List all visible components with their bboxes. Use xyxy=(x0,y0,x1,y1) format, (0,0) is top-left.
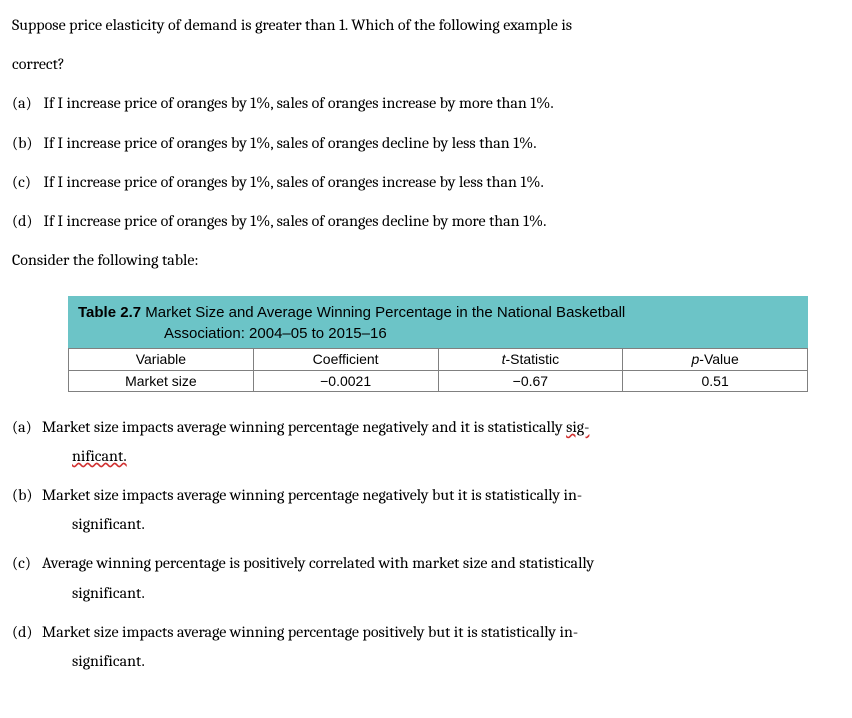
table-row: Market size −0.0021 −0.67 0.51 xyxy=(69,370,808,391)
q2-option-d: (d)Market size impacts average winning p… xyxy=(12,615,840,679)
q1-option-b: (b) If I increase price of oranges by 1%… xyxy=(12,126,840,161)
table-title: Table 2.7 Market Size and Average Winnin… xyxy=(68,296,808,348)
cell-variable: Market size xyxy=(69,370,254,391)
table-number: Table 2.7 xyxy=(78,304,141,321)
option-text-line1: Market size impacts average winning perc… xyxy=(42,623,578,641)
q1-stem-line1: Suppose price elasticity of demand is gr… xyxy=(12,8,840,43)
q1-option-c: (c) If I increase price of oranges by 1%… xyxy=(12,165,840,200)
col-coefficient: Coefficient xyxy=(253,349,438,370)
option-text: If I increase price of oranges by 1%, sa… xyxy=(44,94,554,112)
col-tstatistic: t-Statistic xyxy=(438,349,623,370)
option-text-line2: significant. xyxy=(42,644,840,679)
cell-coefficient: −0.0021 xyxy=(253,370,438,391)
table-2-7: Table 2.7 Market Size and Average Winnin… xyxy=(68,296,808,391)
q2-option-b: (b)Market size impacts average winning p… xyxy=(12,478,840,542)
table-title-rest: Market Size and Average Winning Percenta… xyxy=(141,304,625,321)
table-subtitle: Association: 2004–05 to 2015–16 xyxy=(78,323,798,344)
col-pvalue: p-Value xyxy=(623,349,808,370)
option-label: (d) xyxy=(12,615,42,650)
cell-pvalue: 0.51 xyxy=(623,370,808,391)
option-label: (a) xyxy=(12,86,40,121)
option-label: (d) xyxy=(12,204,40,239)
option-label: (c) xyxy=(12,165,40,200)
spell-error: sig- xyxy=(566,418,589,436)
option-text-line2: significant. xyxy=(42,576,840,611)
option-label: (b) xyxy=(12,126,40,161)
option-text: If I increase price of oranges by 1%, sa… xyxy=(44,173,544,191)
table-header-row: Variable Coefficient t-Statistic p-Value xyxy=(69,349,808,370)
option-text-line1: Average winning percentage is positively… xyxy=(42,554,594,572)
q1-stem-line2: correct? xyxy=(12,47,840,82)
col-variable: Variable xyxy=(69,349,254,370)
option-text-cont: nificant. xyxy=(42,439,840,474)
q2-option-c: (c)Average winning percentage is positiv… xyxy=(12,546,840,610)
cell-tstat: −0.67 xyxy=(438,370,623,391)
spell-error: nificant. xyxy=(72,447,127,465)
option-text: If I increase price of oranges by 1%, sa… xyxy=(44,212,547,230)
q1-option-d: (d) If I increase price of oranges by 1%… xyxy=(12,204,840,239)
option-label: (b) xyxy=(12,478,42,513)
bridge-text: Consider the following table: xyxy=(12,243,840,278)
option-label: (c) xyxy=(12,546,42,581)
option-text-line2: significant. xyxy=(42,507,840,542)
q2-option-a: (a)Market size impacts average winning p… xyxy=(12,410,840,474)
option-text-line1: Market size impacts average winning perc… xyxy=(42,486,582,504)
q1-option-a: (a) If I increase price of oranges by 1%… xyxy=(12,86,840,121)
data-table: Variable Coefficient t-Statistic p-Value… xyxy=(68,348,808,391)
option-label: (a) xyxy=(12,410,42,445)
option-text-part1: Market size impacts average winning perc… xyxy=(42,418,566,436)
option-text: If I increase price of oranges by 1%, sa… xyxy=(44,134,537,152)
